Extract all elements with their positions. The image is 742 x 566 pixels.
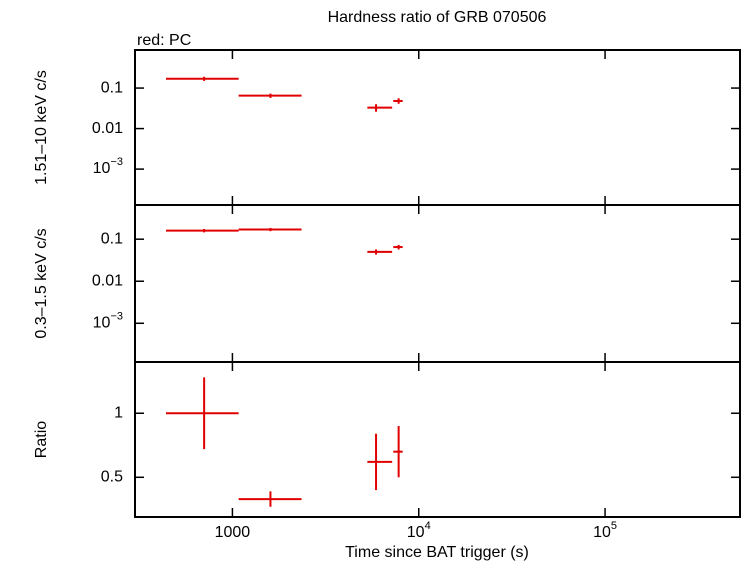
tick-label: 104	[407, 520, 431, 541]
tick-label-exponent: −3	[110, 156, 123, 168]
y-axis-label: Ratio	[33, 421, 50, 458]
chart-title: Hardness ratio of GRB 070506	[328, 9, 547, 26]
tick-label-exponent: −3	[110, 310, 123, 322]
tick-label: 0.01	[92, 272, 123, 289]
x-axis-label: Time since BAT trigger (s)	[345, 544, 529, 561]
y-axis-label: 1.51–10 keV c/s	[33, 70, 50, 185]
tick-label: 0.01	[92, 120, 123, 137]
plot-frame	[134, 204, 741, 363]
plot-frame	[134, 361, 741, 518]
tick-label-exponent: 4	[425, 520, 431, 532]
tick-label: 1000	[215, 524, 251, 541]
annotation: red: PC	[137, 32, 191, 49]
tick-label-base: 10	[407, 524, 425, 541]
tick-label-base: 10	[593, 524, 611, 541]
tick-label: 0.5	[101, 469, 123, 486]
tick-label: 105	[593, 520, 617, 541]
tick-label-base: 10	[93, 314, 111, 331]
y-axis-label: 0.3–1.5 keV c/s	[33, 228, 50, 338]
tick-label: 10−3	[93, 156, 123, 177]
tick-label: 1	[114, 404, 123, 421]
tick-label-base: 10	[93, 160, 111, 177]
tick-label: 0.1	[101, 230, 123, 247]
tick-label: 0.1	[101, 79, 123, 96]
tick-label: 10−3	[93, 310, 123, 331]
plot-frame	[134, 49, 741, 206]
tick-label-exponent: 5	[611, 520, 617, 532]
